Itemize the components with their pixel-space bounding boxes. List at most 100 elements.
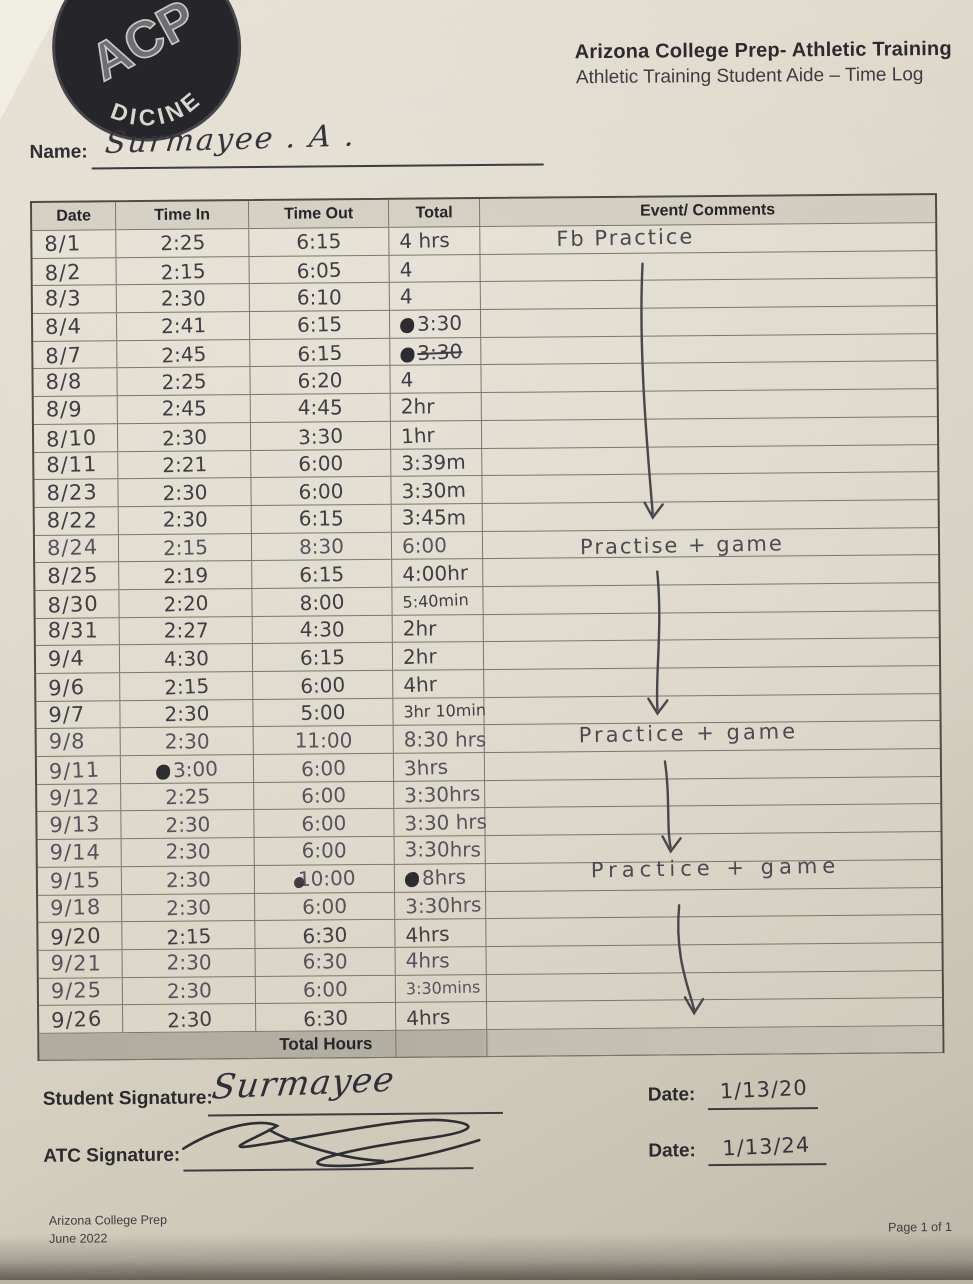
footer-org: Arizona College Prep <box>48 1212 168 1228</box>
event-comments-cell <box>484 638 939 669</box>
acp-sports-medicine-logo: ACP DICINE <box>44 0 251 156</box>
time-out-cell: 6:00 <box>253 670 394 699</box>
time-out-cell: 5:00 <box>253 698 394 727</box>
date-cell: 8/8 <box>33 368 118 397</box>
col-header-event-comments: Event/ Comments <box>479 195 936 227</box>
time-in-cell: 2:15 <box>118 533 253 562</box>
event-comments-cell <box>481 362 936 393</box>
time-in-cell: 2:25 <box>121 782 255 811</box>
event-comments-cell <box>480 223 935 254</box>
date-cell: 9/14 <box>37 839 122 867</box>
time-in-cell: 2:41 <box>116 312 251 340</box>
event-comments-cell <box>483 555 938 586</box>
date-cell: 8/25 <box>35 562 120 590</box>
total-row-spacer <box>39 1033 123 1060</box>
footer-page-number: Page 1 of 1 <box>887 1219 953 1235</box>
time-in-cell: 2:21 <box>118 450 252 479</box>
date-cell: 9/26 <box>39 1005 124 1033</box>
date-cell: 8/9 <box>33 396 118 424</box>
event-comments-cell <box>482 417 937 448</box>
time-in-cell: 2:30 <box>122 893 256 922</box>
time-out-cell: 6:15 <box>252 560 393 588</box>
total-cell: 4hrs <box>395 919 487 947</box>
total-cell: 3:39m <box>391 448 483 477</box>
date-cell: 8/22 <box>34 507 119 535</box>
student-signature-label: Student Signature: <box>42 1087 213 1110</box>
date-cell: 9/11 <box>36 756 122 784</box>
total-cell: 4 <box>389 282 481 310</box>
footer-org-block: Arizona College Prep June 2022 <box>49 1211 167 1248</box>
event-comments-cell <box>486 832 941 863</box>
event-comments-cell <box>485 721 940 752</box>
time-log-table: Date Time In Time Out Total Event/ Comme… <box>29 193 945 1061</box>
date-cell: 9/6 <box>36 673 121 701</box>
time-out-cell: 6:20 <box>250 366 391 395</box>
event-comments-cell <box>482 445 937 476</box>
name-label: Name: <box>29 141 88 163</box>
total-cell: 2hr <box>392 642 485 670</box>
time-in-cell: 4:30 <box>119 644 254 673</box>
event-comments-cell <box>484 611 939 642</box>
date-cell: 8/30 <box>35 590 120 618</box>
time-out-cell: 6:05 <box>249 255 390 283</box>
col-header-time-out: Time Out <box>249 199 390 229</box>
date-cell: 9/15 <box>37 867 123 895</box>
date-cell: 8/24 <box>34 534 120 563</box>
event-comments-cell <box>482 472 937 503</box>
time-in-cell: 2:30 <box>118 478 252 507</box>
time-in-cell: 2:25 <box>117 367 251 396</box>
date-handwritten-1: 1/13/20 <box>719 1075 809 1104</box>
event-comments-cell <box>485 804 940 835</box>
time-out-cell: 6:15 <box>249 310 391 339</box>
total-cell: 3:30 <box>390 337 482 366</box>
total-row-spacer <box>123 1032 256 1059</box>
event-comments-cell <box>487 971 942 1002</box>
event-comments-cell <box>480 251 935 282</box>
date-cell: 9/20 <box>38 922 123 950</box>
event-comments-cell <box>487 943 942 974</box>
time-in-cell: 2:30 <box>121 810 255 839</box>
total-hours-value-cell <box>396 1029 488 1057</box>
time-in-cell: 2:27 <box>119 616 253 645</box>
date-cell: 9/12 <box>37 783 122 812</box>
event-comments-cell <box>485 749 940 780</box>
total-cell: 8:30 hrs <box>393 725 486 753</box>
time-in-cell: 2:30 <box>120 727 254 756</box>
col-header-date: Date <box>32 202 117 230</box>
date-cell: 8/7 <box>33 340 118 369</box>
form-subtitle: Athletic Training Student Aide – Time Lo… <box>575 64 924 89</box>
total-hours-label: Total Hours <box>256 1030 397 1058</box>
date-cell: 8/10 <box>33 424 119 452</box>
event-comments-cell <box>483 500 938 531</box>
total-cell: 4hrs <box>395 946 487 975</box>
total-cell: 4 <box>390 365 482 393</box>
event-comments-cell <box>484 666 939 697</box>
date-cell: 8/2 <box>32 257 117 286</box>
event-comments-cell <box>486 888 941 919</box>
time-out-cell: 6:00 <box>251 449 392 478</box>
ink-scribble-blob <box>293 877 304 889</box>
time-out-cell: 6:00 <box>253 753 395 782</box>
time-in-cell: 2:15 <box>120 672 254 700</box>
time-in-cell: 2:45 <box>117 395 251 424</box>
total-row-event-cell <box>487 1026 942 1056</box>
date-handwritten-2: 1/13/24 <box>721 1132 811 1161</box>
date-label-1: Date: <box>647 1084 696 1106</box>
time-out-cell: 8:30 <box>251 532 393 561</box>
time-in-cell: 2:15 <box>116 256 250 285</box>
col-header-time-in: Time In <box>116 201 250 230</box>
total-cell: 4 <box>389 254 481 283</box>
date-cell: 8/3 <box>32 285 117 314</box>
total-cell: 3:30 hrs <box>394 808 487 836</box>
event-comments-cell <box>482 389 937 420</box>
date-cell: 8/4 <box>32 313 118 341</box>
time-in-cell: 2:15 <box>122 921 256 949</box>
date-cell: 8/31 <box>35 617 120 646</box>
name-underline: Surmayee . A . <box>91 117 544 170</box>
form-title: Arizona College Prep- Athletic Training <box>574 37 952 64</box>
time-in-cell: 2:30 <box>122 948 256 977</box>
time-out-cell: 6:10 <box>249 283 390 312</box>
time-out-cell: 6:00 <box>255 975 396 1004</box>
time-in-cell: 2:30 <box>116 284 250 313</box>
